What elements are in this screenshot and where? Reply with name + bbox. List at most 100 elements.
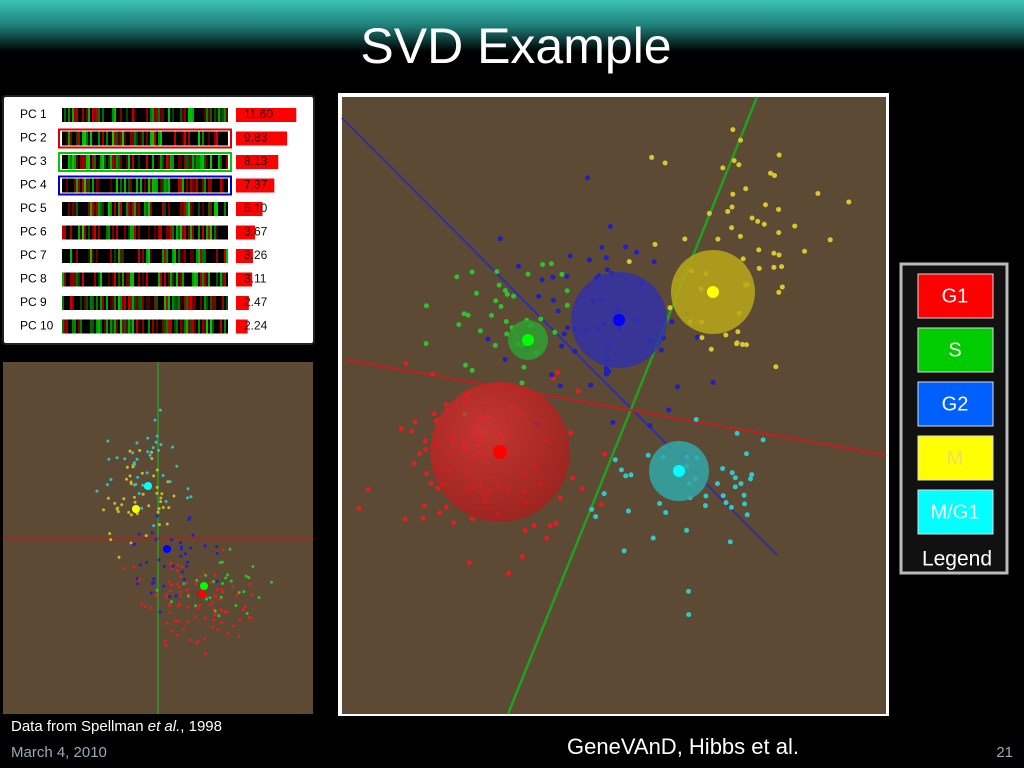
heatmap-cell [70,155,72,169]
heatmap-cell [192,272,194,287]
point [173,619,177,623]
point [135,457,139,461]
heatmap-cell [116,178,118,193]
heatmap-cell [92,202,94,216]
heatmap-cell [102,108,104,122]
pc-value: 3.26 [244,248,268,262]
point [122,497,126,501]
heatmap-cell [92,155,94,169]
point [234,604,238,608]
point [116,506,120,510]
heatmap-cell [224,202,226,216]
point [708,346,714,352]
heatmap-cell [112,319,114,334]
heatmap-cell [76,249,78,263]
heatmap-cell [130,225,132,240]
point [443,504,449,510]
point [589,506,595,512]
point [237,591,241,595]
point [771,173,777,179]
heatmap-cell [214,202,216,216]
point [162,564,166,568]
point [738,137,744,143]
point [213,612,217,616]
heatmap-cell [216,108,218,122]
point [132,463,136,467]
point [182,582,186,586]
heatmap-cell [74,202,76,216]
point [710,379,716,385]
point [222,609,226,613]
heatmap-cell [148,225,150,240]
heatmap-cell [90,131,92,146]
heatmap-cell [120,296,122,310]
heatmap-cell [184,319,186,334]
point [165,593,169,597]
heatmap-cell [170,155,172,169]
heatmap-cell [204,296,206,310]
heatmap-cell [174,249,176,263]
point [175,633,179,637]
heatmap-cell [198,225,200,240]
heatmap-cell [120,131,122,146]
heatmap-cell [184,108,186,122]
heatmap-cell [152,178,154,193]
heatmap-cell [196,272,198,287]
heatmap-cell [188,155,190,169]
heatmap-cell [182,178,184,193]
point [141,492,145,496]
heatmap-cell [114,296,116,310]
heatmap-cell [148,202,150,216]
point [669,319,675,325]
point [127,510,131,514]
point [179,547,183,551]
point [536,293,542,299]
heatmap-cell [182,131,184,146]
point [211,600,215,604]
heatmap-cell [138,272,140,287]
heatmap-cell [114,108,116,122]
pc-label: PC 1 [20,107,47,121]
point [208,603,212,607]
heatmap-cell [62,225,64,240]
heatmap-cell [112,272,114,287]
heatmap-cell [148,249,150,263]
heatmap-cell [112,131,114,146]
point [169,629,173,633]
heatmap-cell [130,296,132,310]
point [802,248,808,254]
heatmap-cell [118,202,120,216]
heatmap-cell [96,296,98,310]
point [168,595,172,599]
point [109,538,113,542]
point [628,472,634,478]
point [647,423,653,429]
centroid [198,590,206,598]
point [179,574,183,578]
heatmap-cell [88,155,90,169]
point [650,535,656,541]
centroid [144,482,152,490]
point [186,620,190,624]
heatmap-cell [178,225,180,240]
heatmap-cell [126,202,128,216]
heatmap-cell [106,225,108,240]
heatmap-cell [124,131,126,146]
heatmap-cell [72,108,74,122]
heatmap-cell [216,272,218,287]
point [601,491,607,497]
heatmap-cell [188,108,190,122]
point [194,604,198,608]
heatmap-cell [182,319,184,334]
heatmap-cell [94,108,96,122]
heatmap-cell [132,225,134,240]
heatmap-cell [96,202,98,216]
heatmap-cell [74,272,76,287]
heatmap-cell [146,108,148,122]
heatmap-cell [86,108,88,122]
heatmap-cell [116,155,118,169]
pc-value: 3.11 [244,272,267,286]
heatmap-cell [200,272,202,287]
heatmap-cell [142,319,144,334]
heatmap-cell [74,178,76,193]
